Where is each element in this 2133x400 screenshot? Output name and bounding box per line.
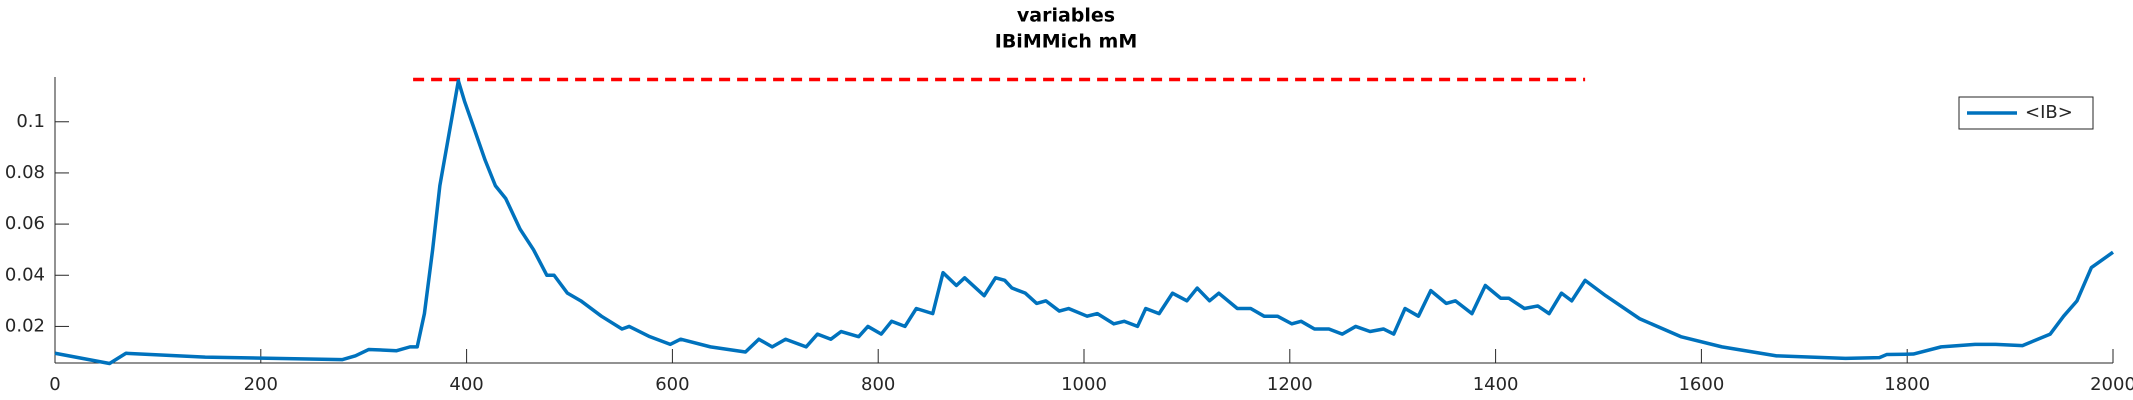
y-tick-label: 0.06 <box>5 213 45 234</box>
x-tick-label: 0 <box>49 374 60 395</box>
legend: <IB> <box>1958 96 2094 130</box>
x-tick-label: 1600 <box>1678 374 1724 395</box>
y-tick-label: 0.08 <box>5 162 45 183</box>
y-tick-label: 0.02 <box>5 315 45 336</box>
x-tick-label: 1200 <box>1267 374 1313 395</box>
chart-subtitle: IBiMMich mM <box>995 31 1138 53</box>
x-tick-label: 2000 <box>2090 374 2133 395</box>
chart-title: variables <box>1017 5 1115 27</box>
x-tick-label: 1800 <box>1884 374 1930 395</box>
x-tick-label: 800 <box>861 374 895 395</box>
data-line <box>54 79 2115 366</box>
x-tick-label: 1400 <box>1473 374 1519 395</box>
legend-box <box>1958 96 2094 130</box>
legend-label: <IB> <box>2025 102 2073 123</box>
x-tick-label: 200 <box>244 374 278 395</box>
y-tick-label: 0.1 <box>16 111 45 132</box>
x-tick-label: 1000 <box>1061 374 1107 395</box>
y-tick-label: 0.04 <box>5 264 45 285</box>
x-tick-label: 600 <box>655 374 689 395</box>
x-tick-label: 400 <box>449 374 483 395</box>
